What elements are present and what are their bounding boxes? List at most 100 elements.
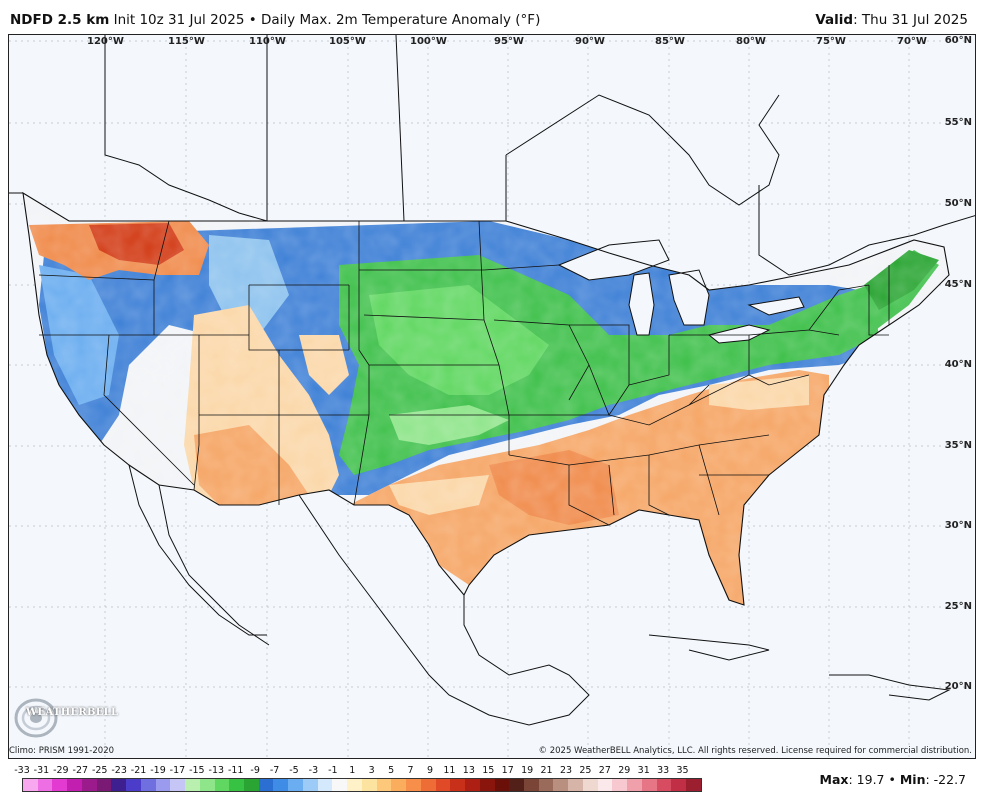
legend-swatch [185,779,200,791]
legend-swatch [37,779,53,791]
legend-swatch [420,779,436,791]
climo-source: Climo: PRISM 1991-2020 [9,746,115,756]
legend-tick: -15 [189,765,205,776]
legend-swatch [538,779,554,791]
legend-swatch [671,779,687,791]
max-value: : 19.7 [848,772,885,787]
legend-swatch [140,779,156,791]
legend-tick: -11 [227,765,244,776]
legend-swatch [170,779,186,791]
legend-tick: 21 [540,765,553,776]
lat-label-0: 60°N [944,35,972,46]
legend-tick: -33 [14,765,30,776]
min-label: Min [899,772,926,787]
lon-label-3: 105°W [329,36,366,47]
legend-tick: 3 [368,765,375,776]
legend-swatch [199,779,215,791]
title-separator: • [248,12,257,28]
legend-swatch [376,779,392,791]
legend-swatch [479,779,495,791]
lon-label-8: 80°W [736,36,766,47]
legend-swatch [597,779,613,791]
legend-tick: 29 [618,765,631,776]
legend-tick: -31 [33,765,50,776]
legend-swatch [523,779,539,791]
legend-swatch [332,779,348,791]
weatherbell-logo: WEATHERBELL [12,696,118,740]
header-bar: NDFD 2.5 km Init 10z 31 Jul 2025 • Daily… [0,0,984,34]
legend-swatch [81,779,97,791]
legend-tick: -3 [308,765,319,776]
us-outline [22,191,950,606]
lat-label-1: 55°N [944,117,972,128]
lat-label-4: 40°N [944,359,972,370]
legend-swatch [656,779,672,791]
legend-tick: 5 [388,765,395,776]
map-panel[interactable]: 120°W 115°W 110°W 105°W 100°W 95°W 90°W … [8,34,976,759]
legend-swatch [509,779,524,791]
legend-swatch [229,779,245,791]
legend-swatch [258,779,274,791]
legend-tick: -7 [269,765,280,776]
legend-swatch [391,779,407,791]
legend-tick: 15 [482,765,495,776]
legend-swatch [361,779,377,791]
legend-tick: 27 [598,765,611,776]
legend-tick: 11 [443,765,456,776]
state-borders [38,220,890,526]
legend-swatch [553,779,569,791]
legend-tick: 7 [407,765,414,776]
legend-tick: -25 [91,765,108,776]
lat-label-5: 35°N [944,440,972,451]
legend-tick: -19 [150,765,166,776]
legend-swatch [612,779,628,791]
legend-swatch [435,779,451,791]
legend-swatch [347,779,362,791]
model-name: NDFD 2.5 km [10,12,110,28]
product-name: Daily Max. 2m Temperature Anomaly (°F) [261,12,541,28]
lon-label-6: 90°W [575,36,605,47]
legend-tick: -23 [111,765,127,776]
legend-tick: 33 [657,765,670,776]
legend-tick: 9 [426,765,434,776]
legend-swatch [52,779,68,791]
neighbor-borders [9,35,975,726]
map-title: NDFD 2.5 km Init 10z 31 Jul 2025 • Daily… [10,12,540,28]
valid-label: Valid [815,12,854,28]
legend-tick: 35 [676,765,689,776]
legend-swatch [494,779,510,791]
lon-label-9: 75°W [816,36,846,47]
legend-swatch [406,779,421,791]
legend-swatch [465,779,480,791]
legend-swatch [627,779,642,791]
legend-tick: -29 [53,765,69,776]
legend-swatch [641,779,657,791]
lon-label-0: 120°W [87,36,124,47]
legend-swatch [214,779,230,791]
lon-label-5: 95°W [494,36,524,47]
great-lakes [557,239,805,344]
copyright-notice: © 2025 WeatherBELL Analytics, LLC. All r… [538,746,972,756]
legend-swatch [126,779,141,791]
max-label: Max [819,772,849,787]
legend-swatch [686,779,701,791]
legend-tick: -1 [328,765,338,776]
legend-swatch [67,779,82,791]
legend-tick: 25 [579,765,592,776]
valid-time: Valid: Thu 31 Jul 2025 [815,12,968,28]
logo-wordmark: WEATHERBELL [26,707,119,718]
legend-tick: -21 [130,765,147,776]
lon-label-4: 100°W [410,36,447,47]
legend-swatch [317,779,333,791]
stats-separator: • [884,772,900,787]
legend-tick: -9 [250,765,260,776]
valid-value: : Thu 31 Jul 2025 [853,12,968,28]
legend-tick: 17 [501,765,514,776]
swirl-logo-icon [14,698,58,738]
init-time: Init 10z 31 Jul 2025 [113,12,245,28]
legend-tick: -17 [169,765,186,776]
lon-label-2: 110°W [249,36,286,47]
legend-swatch [155,779,171,791]
lon-label-10: 70°W [897,36,927,47]
legend-swatch [302,779,318,791]
